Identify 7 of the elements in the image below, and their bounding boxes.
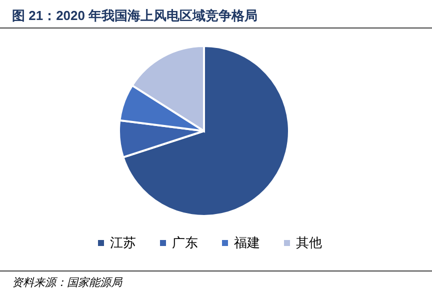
legend-label: 广东 bbox=[172, 235, 198, 250]
pie-slice bbox=[122, 45, 290, 217]
text: 资料来源：国家能源局 bbox=[12, 276, 123, 289]
chart-title: 图 21：2020 年我国海上风电区域竞争格局 bbox=[12, 8, 258, 23]
legend-label: 福建 bbox=[234, 235, 260, 250]
legend-label: 其他 bbox=[296, 235, 322, 250]
legend-label: 江苏 bbox=[110, 235, 136, 250]
